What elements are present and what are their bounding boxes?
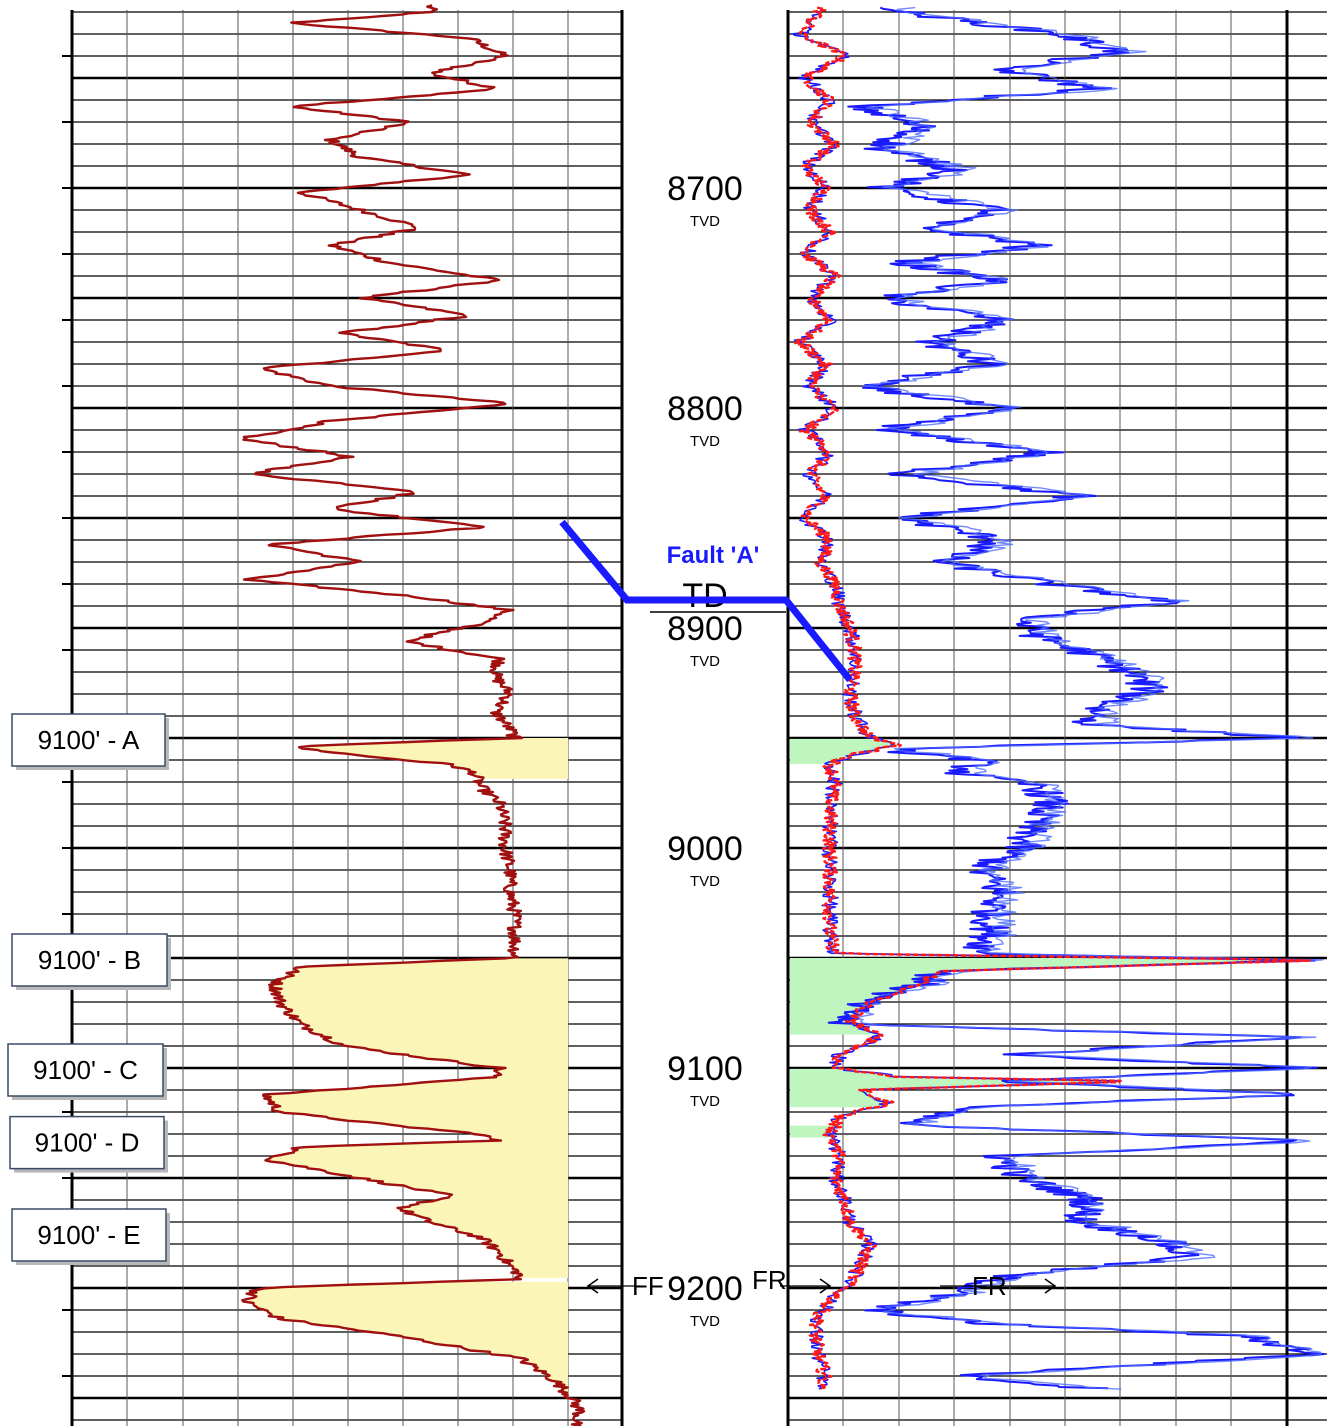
depth-unit-9100: TVD <box>690 1093 720 1110</box>
ff-label: FF <box>632 1271 664 1301</box>
depth-label-9000: 9000 <box>667 830 743 868</box>
zone-flag-box <box>11 1208 167 1262</box>
fr-label-2: FR <box>972 1271 1007 1301</box>
zone-flag-box <box>7 1043 164 1097</box>
depth-unit-8800: TVD <box>690 433 720 450</box>
right-sand-fill-0 <box>790 738 901 764</box>
ff-arrowhead <box>586 1278 599 1294</box>
depth-label-9100: 9100 <box>667 1050 743 1088</box>
fault-a-polyline <box>559 519 853 683</box>
depth-label-8800: 8800 <box>667 390 743 428</box>
log-curves <box>241 4 1326 1426</box>
depth-unit-8700: TVD <box>690 213 720 230</box>
depth-label-8900: 8900 <box>667 610 743 648</box>
depth-unit-8900: TVD <box>690 653 720 670</box>
depth-unit-9200: TVD <box>690 1313 720 1330</box>
fr-arrowhead-2 <box>1044 1278 1057 1294</box>
left-sand-fill-2 <box>242 1281 568 1409</box>
left-track-grid <box>62 10 624 1426</box>
fault-a-label: Fault 'A' <box>667 542 760 569</box>
zone-flag-box <box>9 1115 165 1170</box>
left-sand-fill-1 <box>263 958 568 1278</box>
zone-flag-label: 9100' - D <box>35 1128 140 1158</box>
td-label: TD <box>682 577 727 615</box>
curve-arrows: FF FR FR <box>586 1265 1057 1301</box>
right-sand-fill-1 <box>790 958 1311 1035</box>
fault-a-line: Fault 'A' TD <box>559 519 853 683</box>
zone-flag-label: 9100' - C <box>33 1055 138 1085</box>
right-sand-fill-3 <box>790 1125 841 1138</box>
left-log-curve <box>241 4 586 1426</box>
left-sand-fill-0 <box>299 738 568 779</box>
zone-flag-box <box>11 933 168 987</box>
depth-track: 8700 TVD 8800 TVD 8900 TVD 9000 TVD 9100 TVD 9200 T… <box>667 170 743 1330</box>
right-track-grid <box>786 10 1327 1426</box>
depth-label-9200: 9200 <box>667 1270 743 1308</box>
fr-label-1: FR <box>752 1265 787 1295</box>
zone-flag-label: 9100' - B <box>38 945 141 975</box>
depth-unit-9000: TVD <box>690 873 720 890</box>
zone-flags: 9100' - A 9100' - B 9100' - C 9100' - D 9100… <box>7 713 171 1265</box>
deep-resistivity-curve <box>827 6 1326 1390</box>
zone-flag-label: 9100' - A <box>38 725 140 755</box>
shallow-resistivity-curve <box>793 6 1312 1390</box>
depth-label-8700: 8700 <box>667 170 743 208</box>
medium-resistivity-curve <box>853 6 1324 1390</box>
zone-flag-label: 9100' - E <box>37 1220 140 1250</box>
fr-arrowhead-1 <box>819 1278 832 1294</box>
zone-flag-box <box>11 713 166 767</box>
